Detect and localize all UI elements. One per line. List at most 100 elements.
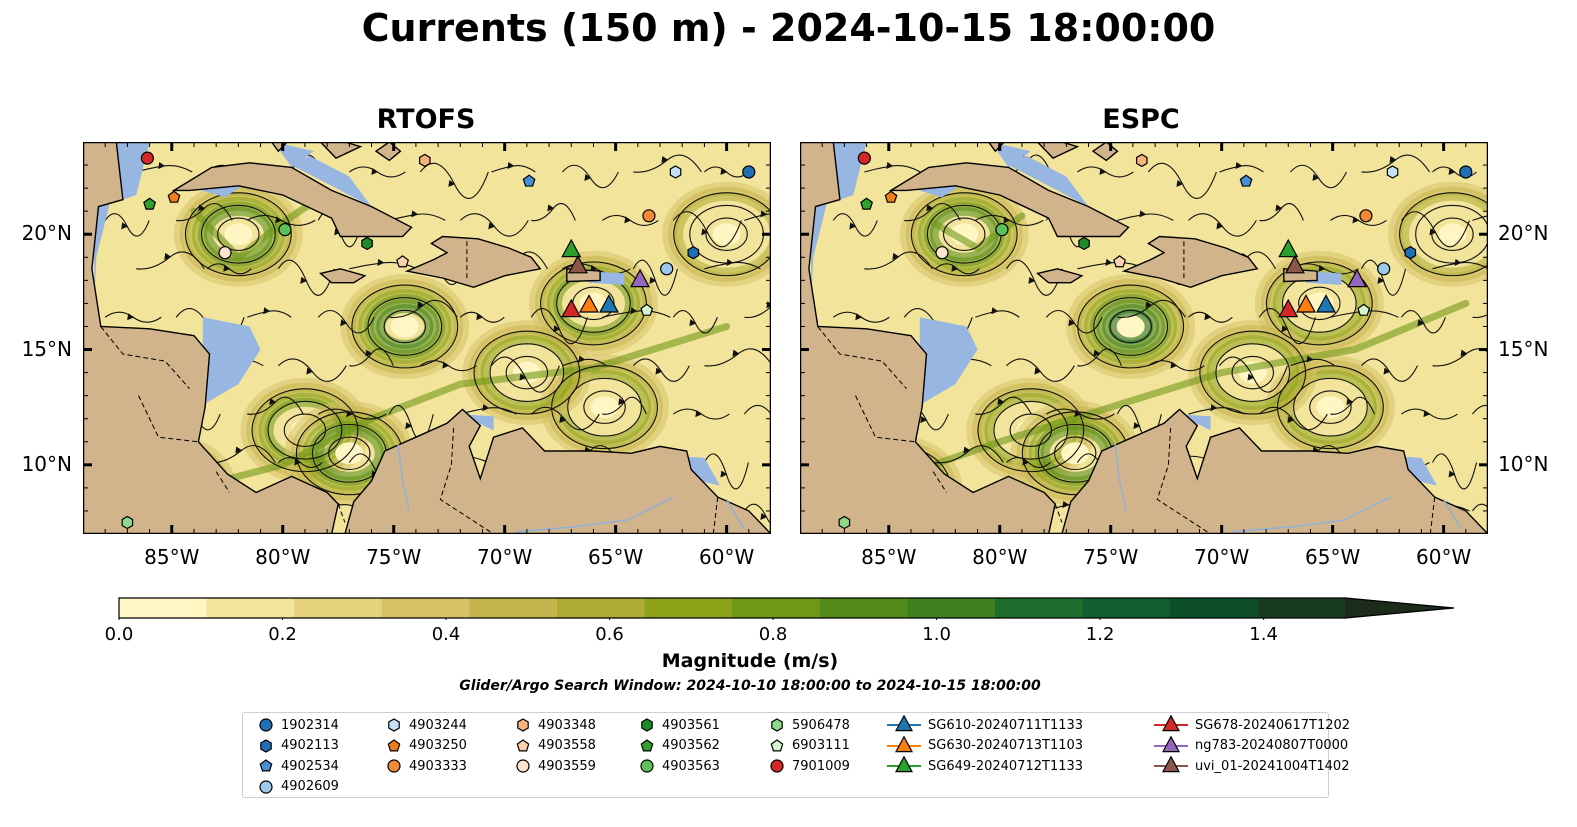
streamline-loop [583,390,626,424]
streamline-arrow [482,404,490,412]
streamline-arrow [1448,167,1456,175]
hexagon-marker-icon [517,718,529,732]
hexagon-marker-icon [388,718,400,732]
speed-contour [668,186,771,282]
streamline-loop [551,365,658,450]
streamline-arrow [1417,319,1425,327]
marker-4902534 [1239,174,1253,187]
streamline [744,305,771,319]
lat-tick-label: 15°N [21,336,72,361]
country-border [932,471,947,493]
speed-contour [674,191,771,277]
legend-label: 4902113 [281,738,339,753]
legend-item: 4903562 [638,736,720,756]
marker-uvi_01-20241004T1402 [1284,254,1305,274]
marker-SG630-20240713T1103 [579,294,600,313]
speed-contour [346,278,464,374]
streamline-loop [1077,284,1185,369]
marker-4903333 [1359,209,1373,223]
marker-ng783-20240807T0000 [630,268,651,288]
pentagon-marker-icon [770,738,784,751]
pentagon-marker-icon [516,738,530,751]
colorbar [118,597,1455,620]
marker-SG678-20240617T1202 [561,298,582,318]
marker-5906478 [121,515,134,530]
colorbar-tick-label: 0.6 [595,624,624,645]
streamline-arrow [223,264,231,272]
streamline-arrow [1281,325,1289,333]
streamline-arrow [300,276,308,284]
lon-tick-label: 75°W [1083,545,1139,569]
river [725,499,746,530]
hexagon-marker-icon [260,738,272,753]
legend-item: 6903111 [768,736,850,756]
streamline-arrow [951,264,959,272]
streamline [1472,503,1488,512]
legend-label: 4903244 [409,717,467,733]
speed-contour [1188,320,1318,426]
streamline-loop [184,192,292,277]
legend-label: 4903563 [662,758,720,774]
speed-contour [528,250,658,356]
marker-4903250 [167,190,181,203]
speed-contour [1394,186,1488,282]
colorbar-segment [819,598,908,618]
lon-tick-label: 65°W [1305,545,1361,569]
streamline-arrow [1377,276,1385,284]
marker-SG649-20240712T1133 [1278,238,1299,258]
legend-item: 4903348 [514,715,596,735]
streamline-loop [505,355,549,390]
streamline-arrow [892,252,900,260]
streamline-loop [910,192,1018,277]
marker-SG649-20240712T1133 [561,238,582,258]
colorbar-tick-label: 1.2 [1085,624,1115,645]
eddy-core [1316,396,1345,419]
marker-4903561 [361,236,373,251]
streamline-arrow [1423,410,1431,418]
streamline-arrow [1105,258,1113,266]
legend-label: SG630-20240713T1103 [928,738,1084,753]
colorbar-tick-label: 0.8 [758,624,788,645]
triangle-marker-icon [887,735,921,752]
colorbar-label: Magnitude (m/s) [661,650,839,672]
speed-contour [358,288,452,364]
legend-item: SG630-20240713T1103 [886,735,1084,756]
shallow-water [919,317,978,405]
speed-contour [1194,325,1312,421]
streamline-arrow [1287,416,1295,424]
country-border [1054,503,1063,523]
legend-item: 4903561 [638,715,720,735]
legend-item: SG610-20240711T1133 [886,715,1083,735]
streamline-arrow [920,416,928,424]
country-border [100,326,190,390]
triangle-marker-icon [1154,756,1188,773]
hexagon-marker-icon [771,718,783,732]
streamline-arrow [158,161,166,169]
land [404,235,542,289]
streamline [743,404,771,416]
land [171,162,413,238]
streamline-arrow [1204,313,1212,321]
legend-label: 4903558 [538,738,596,753]
marker-4903348 [1135,153,1148,168]
streamline-loop [1109,309,1152,344]
streamline-loop [977,388,1085,473]
shallow-water [202,317,261,405]
speed-contour [540,260,646,346]
streamline-arrow [269,398,277,406]
speed-contour [905,186,1023,282]
marker-4903244 [669,165,682,179]
river [1232,496,1391,533]
marker-4903561 [1078,236,1090,251]
streamline-loop [283,413,327,447]
streamline-loop [1265,261,1373,346]
legend-label: 5906478 [792,717,850,733]
streamline-loop [705,217,748,251]
streamline-arrow [1247,373,1255,381]
current-jet [863,299,1470,492]
streamline-arrow [1383,367,1391,375]
legend-item: 4903333 [385,756,467,776]
streamline [1472,215,1488,221]
streamline-arrow [760,512,768,520]
streamline-arrow [1003,216,1011,224]
